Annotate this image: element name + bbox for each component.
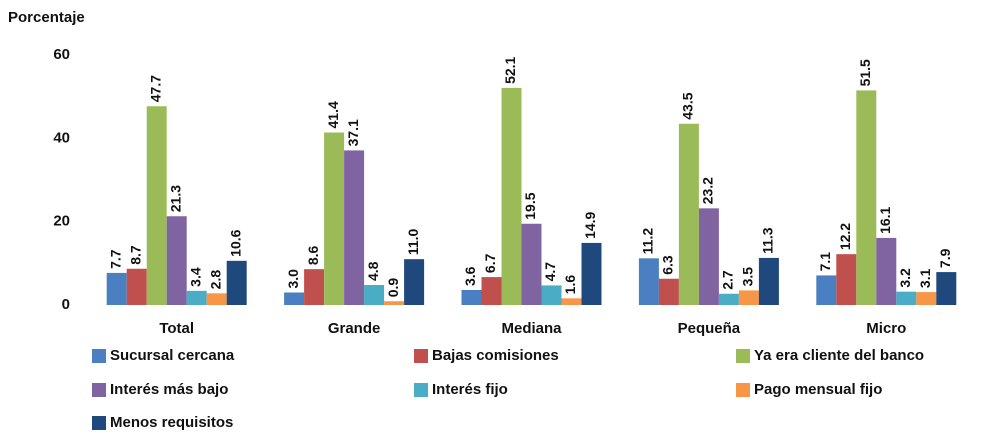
value-label: 23.2 [700,177,716,204]
bar [206,293,227,305]
legend-label: Sucursal cercana [110,347,235,364]
bar [166,216,187,305]
legend-swatch [92,349,106,363]
bar [936,272,957,305]
bar [836,254,857,305]
value-label: 51.5 [857,59,873,86]
value-label: 19.5 [522,192,538,219]
value-label: 3.1 [917,268,933,288]
value-label: 7.7 [107,249,123,269]
bar [106,272,127,305]
value-label: 4.8 [365,261,381,281]
value-label: 16.1 [877,206,893,233]
bar [304,269,325,305]
y-tick-label: 40 [53,129,70,146]
legend-label: Interés más bajo [110,381,228,398]
legend-swatch [414,349,428,363]
bar [521,223,542,305]
bar [678,123,699,305]
legend-swatch [736,349,750,363]
y-tick-label: 0 [62,296,70,313]
bar [658,278,679,305]
bar [638,258,659,305]
bar [284,292,305,305]
bar [404,259,425,305]
value-label: 3.4 [187,267,203,287]
value-label: 8.6 [305,245,321,265]
bar [916,292,937,305]
value-label: 3.0 [285,269,301,289]
value-label: 2.7 [720,270,736,290]
bar [758,257,779,305]
value-label: 1.6 [562,275,578,295]
bar [896,291,917,305]
bar [344,150,365,305]
value-label: 10.6 [227,229,243,256]
bar [481,277,502,305]
legend-swatch [92,416,106,430]
value-label: 43.5 [680,92,696,119]
value-label: 0.9 [385,278,401,298]
bar [461,290,482,305]
y-axis-label: Porcentaje [8,9,85,26]
bar [146,106,167,305]
bar [876,237,897,305]
bar [856,90,877,306]
bar [718,293,739,305]
value-label: 11.0 [405,228,421,255]
value-label: 11.2 [640,228,656,255]
y-tick-label: 20 [53,213,70,230]
bar [541,285,562,305]
bar [581,242,602,305]
value-label: 21.3 [167,185,183,212]
x-tick-label: Mediana [501,320,562,337]
bar [384,301,405,305]
value-label: 3.5 [740,267,756,287]
value-label: 37.1 [345,119,361,146]
value-label: 7.1 [817,252,833,272]
x-tick-label: Pequeña [678,320,741,337]
x-tick-label: Total [159,320,194,337]
legend-label: Pago mensual fijo [754,381,882,398]
value-label: 3.2 [897,268,913,288]
value-label: 4.7 [542,262,558,282]
value-label: 14.9 [582,211,598,238]
value-label: 6.7 [482,253,498,273]
x-tick-label: Micro [866,320,906,337]
bar [186,290,207,305]
x-tick-label: Grande [328,320,381,337]
value-label: 7.9 [937,248,953,268]
value-label: 11.3 [760,227,776,254]
legend-label: Bajas comisiones [432,347,559,364]
bar [698,208,719,305]
value-label: 2.8 [207,270,223,290]
legend-swatch [736,383,750,397]
bar [561,298,582,305]
legend-label: Interés fijo [432,381,508,398]
bar [816,275,837,305]
legend-swatch [92,383,106,397]
value-label: 12.2 [837,223,853,250]
value-label: 52.1 [502,56,518,83]
value-label: 3.6 [462,266,478,286]
legend-label: Ya era cliente del banco [754,347,924,364]
bar [738,290,759,305]
bar [501,87,522,306]
bar [324,132,345,305]
value-label: 41.4 [325,101,341,128]
y-tick-label: 60 [53,46,70,63]
legend-label: Menos requisitos [110,414,233,431]
bar [126,268,147,305]
legend-swatch [414,383,428,397]
value-label: 8.7 [127,245,143,265]
value-label: 6.3 [660,255,676,275]
bar [364,285,385,305]
value-label: 47.7 [147,75,163,102]
bar [226,260,247,305]
